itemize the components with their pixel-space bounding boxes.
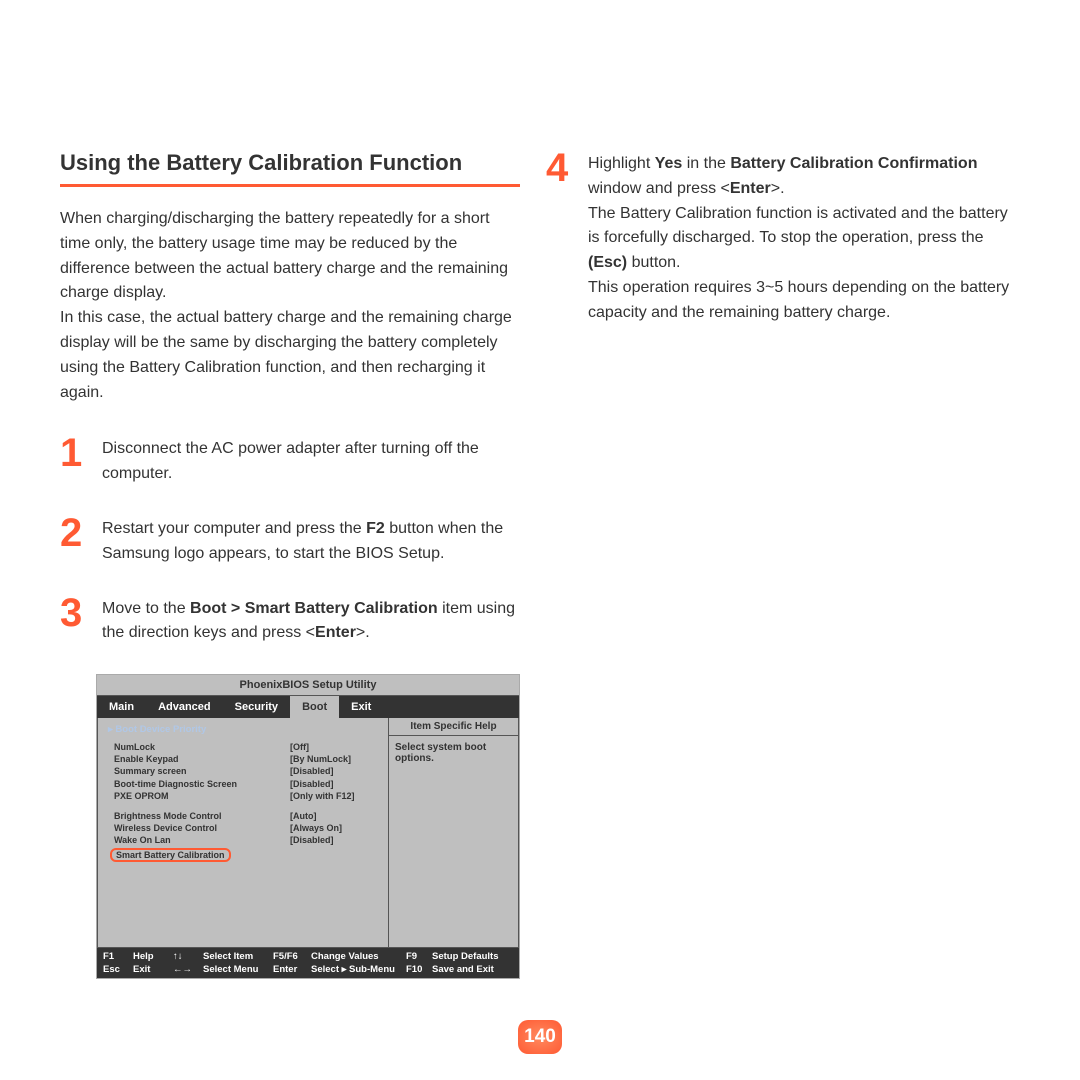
bios-footer-cell: F10 <box>406 964 432 975</box>
bios-tab-advanced: Advanced <box>146 696 223 718</box>
bios-footer-cell: F1 <box>103 951 133 962</box>
bios-row: PXE OPROM[Only with F12] <box>98 790 388 802</box>
bios-row: Enable Keypad[By NumLock] <box>98 753 388 765</box>
intro-p1: When charging/discharging the battery re… <box>60 210 508 301</box>
bios-footer-cell: F9 <box>406 951 432 962</box>
bios-tabs: MainAdvancedSecurityBootExit <box>97 696 519 718</box>
bios-footer-cell: Save and Exit <box>432 964 513 975</box>
bios-row: Boot-time Diagnostic Screen[Disabled] <box>98 778 388 790</box>
step-number: 3 <box>60 595 96 631</box>
step-2: 2 Restart your computer and press the F2… <box>60 515 520 567</box>
bios-footer-cell: F5/F6 <box>273 951 311 962</box>
bios-footer-cell: Select Menu <box>203 964 273 975</box>
step-4: 4 Highlight Yes in the Battery Calibrati… <box>546 150 1016 326</box>
step-text: Move to the Boot > Smart Battery Calibra… <box>102 595 520 647</box>
bios-footer-cell: Select Item <box>203 951 273 962</box>
bios-title: PhoenixBIOS Setup Utility <box>97 675 519 696</box>
step-1: 1 Disconnect the AC power adapter after … <box>60 435 520 487</box>
bios-screenshot: PhoenixBIOS Setup Utility MainAdvancedSe… <box>96 674 520 979</box>
bios-footer-cell: Change Values <box>311 951 406 962</box>
bios-tab-main: Main <box>97 696 146 718</box>
intro-p2: In this case, the actual battery charge … <box>60 309 512 400</box>
bios-footer-cell: Select ▸ Sub-Menu <box>311 964 406 975</box>
intro-text: When charging/discharging the battery re… <box>60 207 520 405</box>
bios-tab-exit: Exit <box>339 696 383 718</box>
bios-left-panel: Boot Device Priority NumLock[Off]Enable … <box>97 718 389 948</box>
step-number: 1 <box>60 435 96 471</box>
bios-tab-security: Security <box>223 696 290 718</box>
step-text: Restart your computer and press the F2 b… <box>102 515 520 567</box>
step-number: 4 <box>546 150 582 186</box>
bios-right-panel: Item Specific Help Select system boot op… <box>389 718 519 948</box>
bios-footer-cell: Esc <box>103 964 133 975</box>
bios-footer-cell: ←→ <box>173 964 203 975</box>
bios-row: Summary screen[Disabled] <box>98 765 388 777</box>
step-text: Highlight Yes in the Battery Calibration… <box>588 150 1016 326</box>
bios-footer-cell: Setup Defaults <box>432 951 513 962</box>
bios-row: NumLock[Off] <box>98 741 388 753</box>
bios-help-text: Select system boot options. <box>389 736 518 770</box>
page-number-badge: 140 <box>518 1020 562 1054</box>
bios-tab-boot: Boot <box>290 696 339 718</box>
bios-row: Wireless Device Control[Always On] <box>98 822 388 834</box>
boot-device-priority: Boot Device Priority <box>98 722 388 741</box>
bios-footer: F1Help↑↓Select ItemF5/F6Change ValuesF9S… <box>97 948 519 978</box>
bios-footer-cell: Help <box>133 951 173 962</box>
smart-battery-calibration-highlight: Smart Battery Calibration <box>110 848 231 862</box>
bios-footer-cell: Enter <box>273 964 311 975</box>
bios-help-title: Item Specific Help <box>389 718 518 736</box>
section-heading: Using the Battery Calibration Function <box>60 150 520 187</box>
step-text: Disconnect the AC power adapter after tu… <box>102 435 520 487</box>
bios-footer-cell: Exit <box>133 964 173 975</box>
bios-row: Brightness Mode Control[Auto] <box>98 810 388 822</box>
step-number: 2 <box>60 515 96 551</box>
bios-footer-cell: ↑↓ <box>173 951 203 962</box>
bios-row: Wake On Lan[Disabled] <box>98 834 388 846</box>
step-3: 3 Move to the Boot > Smart Battery Calib… <box>60 595 520 647</box>
